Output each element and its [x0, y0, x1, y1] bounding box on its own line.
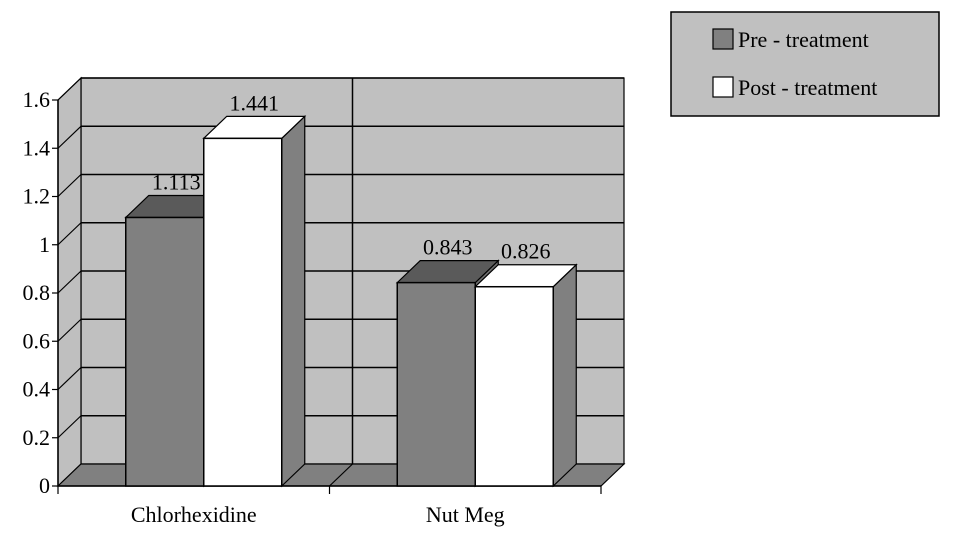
x-tick-label: Nut Meg — [426, 502, 505, 527]
bar-pre-treatment — [125, 216, 205, 487]
y-tick-label: 0.6 — [23, 328, 51, 353]
gridline-side — [57, 318, 82, 342]
y-tick-label: 0.2 — [23, 425, 51, 450]
gridline-side — [57, 125, 82, 149]
gridline-side — [57, 77, 82, 101]
x-tick-label: Chlorhexidine — [131, 502, 257, 527]
legend: Pre - treatment Post - treatment — [670, 11, 940, 117]
labels: 1.113 1.441 0.843 0.826 — [152, 90, 551, 263]
data-label-pre-treatment: 0.843 — [423, 235, 473, 260]
gridline-side — [57, 174, 82, 197]
data-label-pre-treatment: 1.113 — [152, 169, 201, 194]
bar-post-treatment — [474, 285, 554, 487]
bar-side-post-treatment — [281, 114, 306, 488]
bar-post-treatment — [203, 137, 283, 487]
legend-swatch-pre-treatment — [712, 28, 734, 50]
y-tick-label: 0.8 — [23, 280, 51, 305]
y-tick-label: 0 — [39, 473, 50, 498]
y-tick-label: 1.6 — [23, 87, 51, 112]
category-divider-floor — [329, 463, 353, 487]
bar-pre-treatment — [396, 281, 476, 487]
legend-label-pre-treatment: Pre - treatment — [738, 27, 869, 52]
gridline-side — [57, 270, 82, 294]
y-tick-label: 1 — [39, 232, 50, 257]
legend-swatch-post-treatment — [712, 76, 734, 98]
legend-label-post-treatment: Post - treatment — [738, 75, 877, 100]
y-tick-label: 0.4 — [23, 377, 51, 402]
bar-side-post-treatment — [552, 263, 577, 488]
y-tick-label: 1.4 — [23, 135, 51, 160]
gridline-side — [57, 222, 82, 246]
bars — [124, 114, 578, 488]
gridline-side — [57, 367, 82, 390]
data-label-post-treatment: 1.441 — [230, 90, 280, 115]
data-label-post-treatment: 0.826 — [501, 239, 551, 264]
y-tick-label: 1.2 — [23, 184, 51, 209]
gridline-side — [57, 415, 82, 439]
